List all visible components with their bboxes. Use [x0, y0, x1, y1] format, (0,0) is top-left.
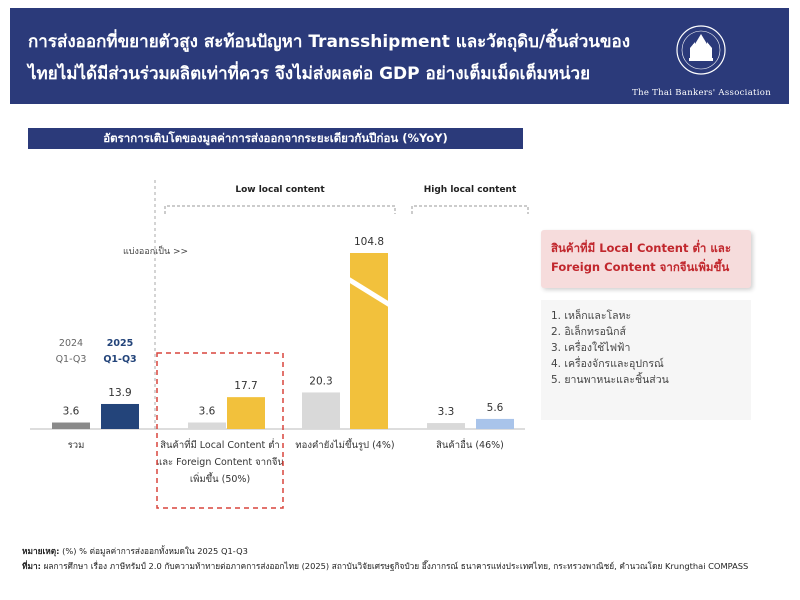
bar	[350, 253, 388, 429]
low-local-content-bracket-line	[164, 205, 396, 214]
bar	[188, 422, 226, 429]
category-label: สินค้าที่มี Local Content ต่ำ	[160, 438, 280, 451]
header-title-line-1: การส่งออกที่ขยายตัวสูง สะท้อนปัญหา Trans…	[28, 32, 630, 52]
bar	[227, 397, 265, 429]
bar	[52, 422, 90, 429]
callout-line-1: สินค้าที่มี Local Content ต่ำ และ	[551, 241, 732, 255]
product-list-box: 1. เหล็กและโลหะ 2. อิเล็กทรอนิกส์ 3. เคร…	[541, 300, 751, 420]
bar	[427, 423, 465, 429]
data-label: 20.3	[309, 375, 332, 387]
source-text: ผลการศึกษา เรื่อง ภาษีทรัมป์ 2.0 กับความ…	[43, 561, 749, 571]
data-label: 13.9	[108, 387, 131, 399]
data-label: 17.7	[234, 380, 257, 392]
callout-line-2: Foreign Content จากจีนเพิ่มขึ้น	[551, 260, 730, 274]
category-label: สินค้าอื่น (46%)	[436, 438, 504, 451]
category-label: และ Foreign Content จากจีน	[156, 456, 284, 468]
data-label: 3.6	[63, 406, 80, 418]
bar	[302, 392, 340, 429]
list-item: 2. อิเล็กทรอนิกส์	[551, 326, 626, 338]
note-label: หมายเหตุ:	[22, 546, 60, 556]
footnotes: หมายเหตุ: (%) % ต่อมูลค่าการส่งออกทั้งหม…	[22, 544, 782, 574]
list-item: 1. เหล็กและโลหะ	[551, 310, 632, 322]
bar	[101, 403, 139, 429]
high-local-content-bracket-line	[411, 205, 529, 214]
temple-emblem-icon	[676, 25, 726, 75]
legend-series-year: 2025	[107, 338, 133, 349]
list-item: 3. เครื่องใช้ไฟฟ้า	[551, 342, 631, 354]
chart-title: อัตราการเติบโตของมูลค่าการส่งออกจากระยะเ…	[28, 128, 523, 149]
category-label: รวม	[68, 440, 85, 451]
category-label: ทองคำยังไม่ขึ้นรูป (4%)	[295, 438, 394, 451]
legend-series-period: Q1-Q3	[103, 354, 136, 365]
axis-break-mark	[346, 276, 392, 308]
category-label: เพิ่มขึ้น (50%)	[190, 472, 250, 485]
note-text: (%) % ต่อมูลค่าการส่งออกทั้งหมดใน 2025 Q…	[62, 546, 248, 556]
data-label: 104.8	[354, 236, 384, 248]
data-label: 3.3	[438, 406, 455, 418]
high-local-content-bracket-label: High local content	[424, 185, 517, 195]
list-item: 4. เครื่องจักรและอุปกรณ์	[551, 358, 664, 370]
note-line: หมายเหตุ: (%) % ต่อมูลค่าการส่งออกทั้งหม…	[22, 544, 782, 559]
source-label: ที่มา:	[22, 561, 41, 571]
low-local-content-bracket-label: Low local content	[235, 185, 325, 195]
list-item: 5. ยานพาหนะและชิ้นส่วน	[551, 374, 669, 386]
header-title-line-2: ไทยไม่ได้มีส่วนร่วมผลิตเท่าที่ควร จึงไม่…	[28, 64, 591, 84]
export-growth-chart: แบ่งออกเป็น >> 2024 Q1-Q3 2025 Q1-Q3 3.6 13.9 3…	[30, 180, 529, 509]
highlight-box	[156, 352, 284, 509]
divider-label: แบ่งออกเป็น >>	[123, 244, 188, 257]
data-label: 3.6	[199, 406, 216, 418]
logo-text: The Thai Bankers' Association	[632, 88, 771, 98]
header-banner: การส่งออกที่ขยายตัวสูง สะท้อนปัญหา Trans…	[10, 8, 789, 104]
data-label: 5.6	[487, 402, 504, 414]
callout-box: สินค้าที่มี Local Content ต่ำ และ Foreig…	[541, 230, 751, 288]
bar	[476, 418, 514, 429]
association-logo: The Thai Bankers' Association	[621, 24, 771, 100]
legend-series-period: Q1-Q3	[56, 354, 87, 365]
source-line: ที่มา: ผลการศึกษา เรื่อง ภาษีทรัมป์ 2.0 …	[22, 559, 782, 574]
legend-series-year: 2024	[59, 338, 83, 349]
